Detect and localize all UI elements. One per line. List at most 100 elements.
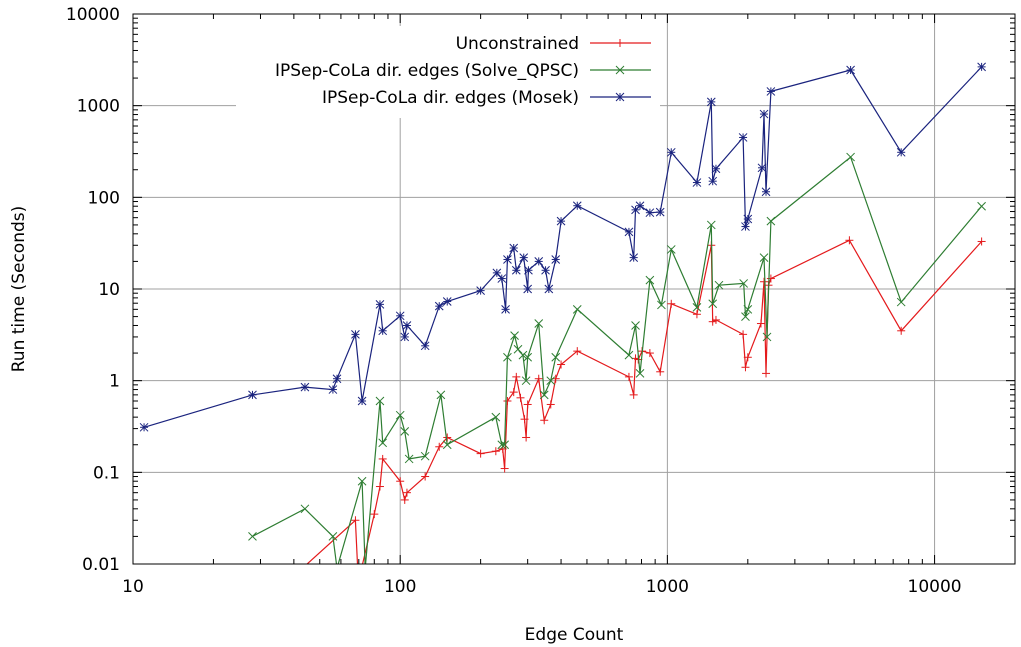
data-point [370, 510, 379, 519]
data-point [845, 236, 854, 245]
y-tick-label: 100 [88, 188, 120, 208]
data-point [520, 415, 529, 424]
series-line [143, 66, 983, 428]
data-point [497, 440, 507, 450]
data-point [635, 369, 645, 378]
data-point [541, 265, 550, 275]
data-point [624, 227, 634, 237]
data-point [523, 284, 533, 294]
data-point [300, 382, 310, 392]
grid [133, 14, 1015, 564]
data-point [442, 297, 452, 306]
x-tick-label: 10 [122, 577, 144, 597]
data-point [395, 311, 405, 321]
data-point [896, 147, 906, 157]
data-point [503, 397, 512, 406]
data-point [629, 390, 638, 399]
data-point [757, 163, 767, 173]
series-layer [139, 62, 986, 564]
data-point [635, 201, 645, 211]
y-tick-label: 0.1 [93, 463, 120, 483]
series-line [306, 239, 983, 564]
data-point [706, 220, 716, 230]
data-point [523, 400, 532, 409]
data-point [551, 352, 561, 362]
data-point [546, 400, 555, 409]
data-point [500, 464, 509, 473]
data-point [442, 440, 452, 450]
y-tick-label: 1 [109, 372, 120, 392]
data-point [524, 265, 533, 275]
legend-marker [616, 39, 624, 47]
data-point [378, 326, 388, 336]
data-point [743, 353, 752, 362]
data-point [500, 440, 509, 450]
data-point [522, 433, 531, 442]
data-point [509, 388, 518, 397]
data-point [375, 482, 384, 491]
legend-marker [615, 92, 625, 102]
data-point [631, 321, 640, 330]
data-point [516, 393, 525, 402]
data-point [551, 255, 561, 264]
data-point [402, 321, 412, 330]
data-point [708, 317, 717, 326]
data-point [846, 65, 855, 75]
series-3 [139, 62, 986, 432]
data-point [519, 253, 529, 262]
legend-background [236, 26, 660, 118]
data-point [351, 516, 360, 525]
data-point [572, 304, 582, 314]
data-point [434, 301, 444, 311]
data-point [300, 504, 310, 514]
data-point [396, 477, 405, 486]
data-point [766, 216, 776, 226]
data-point [741, 222, 750, 231]
data-point [762, 332, 772, 342]
data-point [743, 304, 753, 314]
series-1 [306, 236, 986, 564]
data-point [711, 315, 720, 324]
data-point [977, 237, 986, 246]
data-point [513, 344, 523, 354]
data-point [759, 253, 769, 262]
data-point [645, 349, 654, 358]
data-point [402, 488, 411, 497]
data-point [629, 253, 639, 262]
data-point [400, 426, 410, 436]
data-point [248, 532, 257, 541]
data-point [491, 412, 501, 422]
data-point [443, 433, 452, 442]
data-point [762, 369, 771, 378]
data-point [692, 310, 701, 319]
x-tick-label: 1000 [646, 577, 689, 597]
data-point [544, 284, 554, 294]
data-point [761, 187, 771, 197]
data-point [572, 201, 582, 211]
data-point [501, 304, 510, 314]
data-point [756, 319, 765, 328]
data-point [897, 326, 906, 335]
data-point [539, 390, 549, 400]
data-point [540, 416, 549, 425]
data-point [328, 532, 338, 541]
data-point [666, 245, 676, 254]
data-point [395, 410, 405, 420]
data-point [357, 476, 367, 486]
data-point [977, 201, 986, 211]
data-point [977, 62, 986, 72]
data-point [248, 390, 257, 400]
data-point [476, 286, 485, 295]
y-tick-label: 0.01 [82, 555, 120, 575]
legend-label: IPSep-CoLa dir. edges (Solve_QPSC) [275, 61, 579, 81]
data-point [497, 274, 507, 283]
data-point [420, 341, 430, 351]
data-point [511, 265, 521, 275]
data-point [741, 312, 750, 321]
data-point [521, 376, 531, 386]
data-point [692, 303, 702, 312]
data-point [400, 332, 410, 342]
y-axis-label: Run time (Seconds) [9, 206, 29, 373]
data-point [546, 376, 556, 386]
